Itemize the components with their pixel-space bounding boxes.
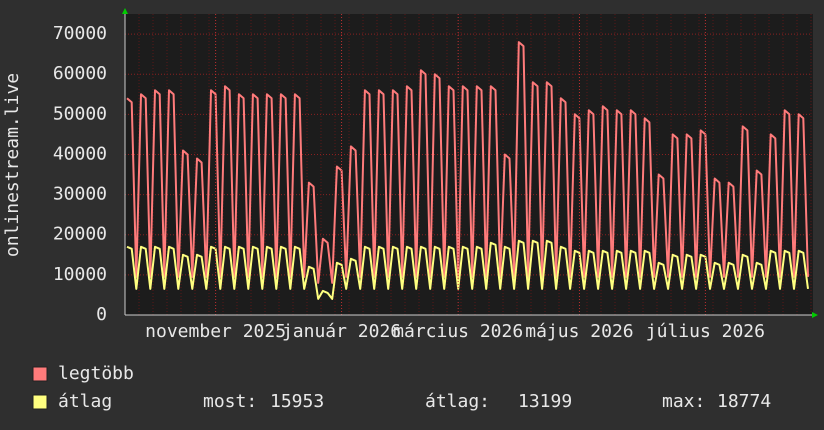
- y-tick-label: 10000: [53, 264, 107, 285]
- legend-swatch: [32, 394, 48, 410]
- y-tick-label: 40000: [53, 143, 107, 164]
- x-tick-label: január 2026: [282, 321, 401, 342]
- legend-swatch: [32, 366, 48, 382]
- series-line: [126, 239, 809, 300]
- y-axis-label: onlinestream.live: [2, 73, 23, 257]
- series-line: [126, 41, 809, 284]
- x-tick-label: július 2026: [646, 321, 765, 342]
- legend-label: legtöbb: [58, 363, 134, 384]
- x-tick-label: november 2025: [145, 321, 286, 342]
- legend: legtöbb átlag most: 15953 átlag: 13199 max: 187…: [32, 363, 771, 412]
- y-tick-label: 0: [96, 304, 107, 325]
- stat-value: 15953: [270, 391, 324, 412]
- stat-value: 13199: [518, 391, 572, 412]
- axis: 0 10000 20000 30000 40000 50000 60000 70000 nove…: [53, 14, 812, 342]
- y-tick-label: 20000: [53, 224, 107, 245]
- stat-label: most:: [203, 391, 257, 412]
- axis-arrow: [812, 312, 818, 318]
- stat-value: 18774: [717, 391, 771, 412]
- stat-label: max:: [662, 391, 705, 412]
- axis-arrow: [122, 8, 128, 14]
- y-tick-label: 50000: [53, 103, 107, 124]
- series: [126, 41, 809, 300]
- y-tick-label: 60000: [53, 63, 107, 84]
- x-tick-label: május 2026: [525, 321, 633, 342]
- x-tick-label: március 2026: [393, 321, 523, 342]
- stat-label: átlag:: [425, 391, 490, 412]
- y-tick-label: 70000: [53, 23, 107, 44]
- legend-label: átlag: [58, 391, 112, 412]
- y-tick-label: 30000: [53, 184, 107, 205]
